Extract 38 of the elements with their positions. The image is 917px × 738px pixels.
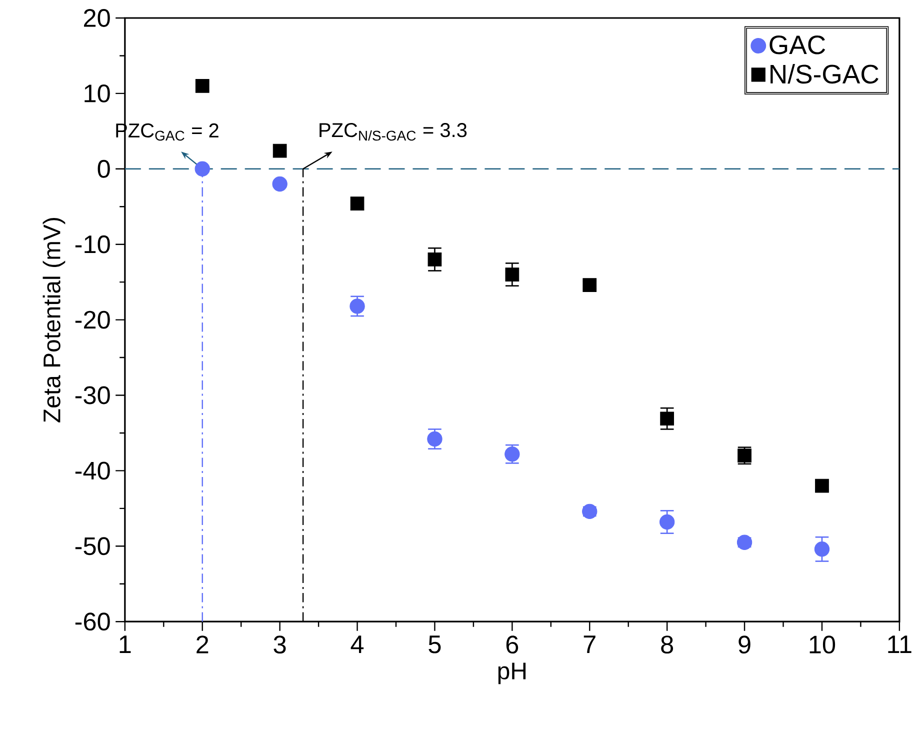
point xyxy=(350,298,365,314)
y-tick-label: -40 xyxy=(75,462,110,480)
y-tick-label: -60 xyxy=(75,612,110,631)
x-axis-title: pH xyxy=(498,662,526,684)
y-tick-label: -30 xyxy=(75,386,110,404)
point xyxy=(427,432,442,447)
y-tick-label: -50 xyxy=(75,537,110,556)
y-tick-label: -10 xyxy=(75,236,110,254)
x-tick-label: 1 xyxy=(120,636,131,654)
x-tick-label: 10 xyxy=(810,636,836,654)
point xyxy=(194,162,210,177)
point xyxy=(272,176,288,192)
annotation: PZC$_{N/S-GAC}$ = 3.3 xyxy=(320,123,467,141)
x-tick-label: 3 xyxy=(274,636,286,654)
y-axis-title: Zeta Potential (mV) xyxy=(42,218,66,423)
point xyxy=(195,79,210,94)
y-tick-label: -20 xyxy=(75,311,110,329)
x-tick-label: 4 xyxy=(350,636,364,654)
point xyxy=(815,479,829,493)
legend-label: GAC xyxy=(770,36,826,55)
point xyxy=(272,144,287,158)
point xyxy=(428,252,442,267)
legend-label: N/S-GAC xyxy=(770,64,878,84)
x-tick-label: 7 xyxy=(584,636,596,654)
x-tick-label: 6 xyxy=(506,636,518,654)
y-tick-label: 0 xyxy=(98,160,110,178)
y-tick-label: 10 xyxy=(84,84,110,103)
x-tick-label: 11 xyxy=(888,636,912,654)
x-tick-label: 8 xyxy=(661,636,674,654)
point xyxy=(660,412,674,426)
point xyxy=(505,268,520,282)
point xyxy=(659,514,675,530)
point xyxy=(582,278,597,292)
x-tick-label: 9 xyxy=(738,636,750,654)
y-tick-label: 20 xyxy=(84,9,110,28)
point xyxy=(814,542,830,557)
x-tick-label: 5 xyxy=(428,636,441,654)
x-tick-label: 2 xyxy=(196,636,208,654)
